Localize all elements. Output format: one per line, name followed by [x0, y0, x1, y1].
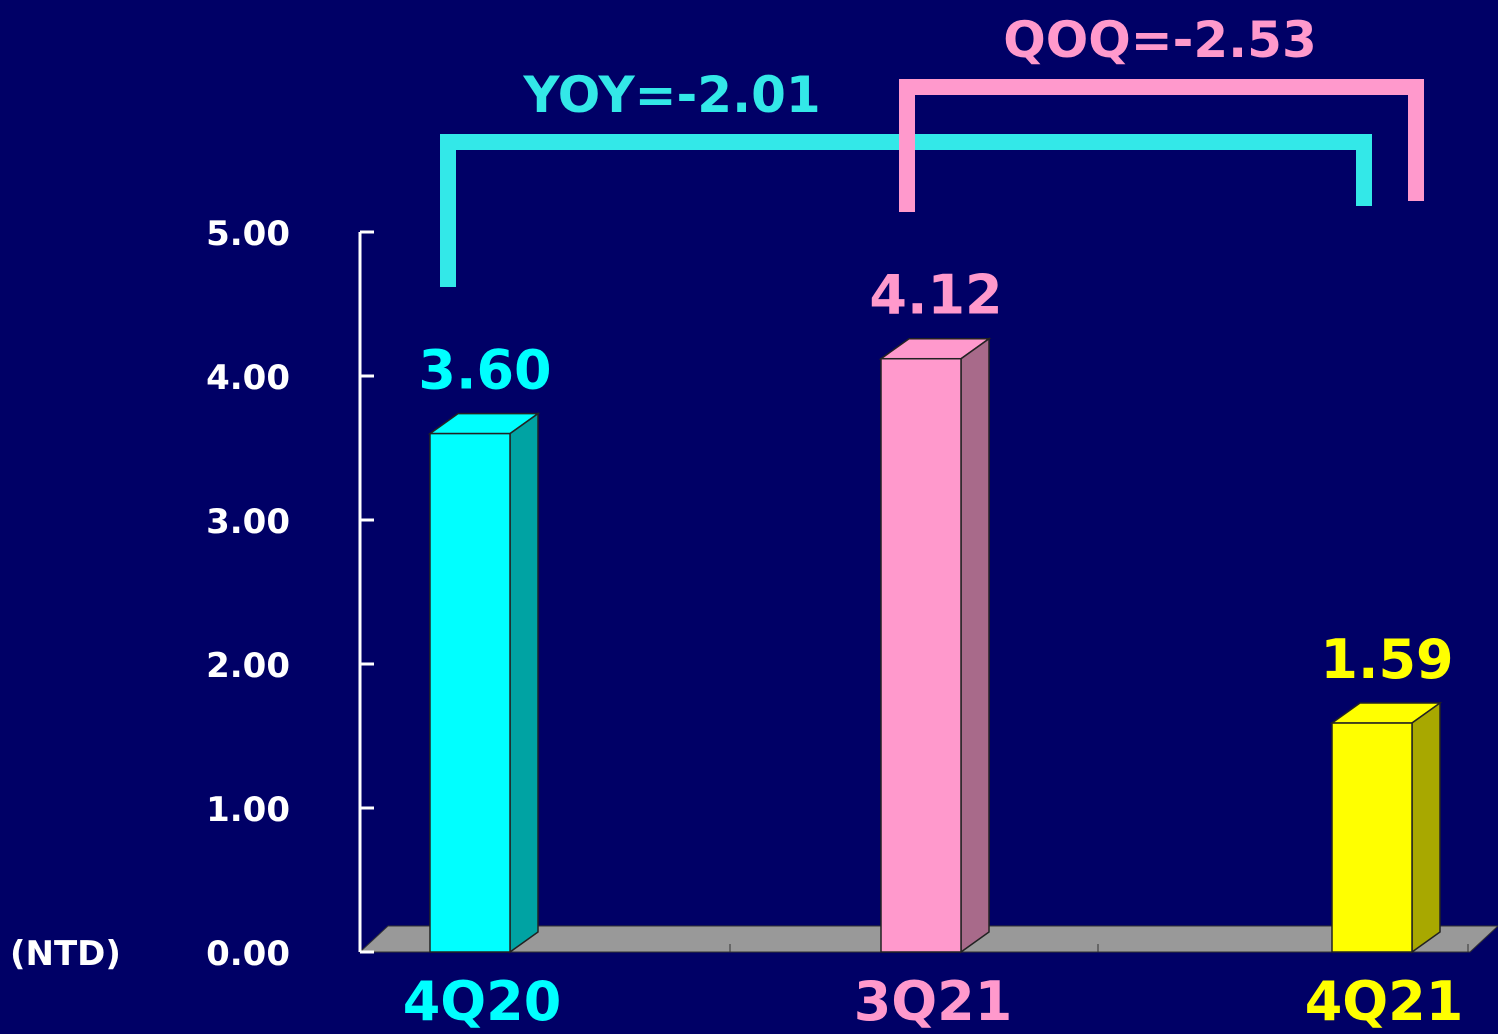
- bar: [880, 357, 962, 953]
- comparison-label: QOQ=-2.53: [1003, 11, 1317, 69]
- bar-side: [509, 412, 539, 954]
- x-category-label: 3Q21: [854, 970, 1013, 1033]
- y-tick-label: 0.00: [206, 934, 290, 974]
- y-axis: 0.00 1.00 2.00 3.00 4.00 5.00 (NTD): [10, 214, 374, 974]
- x-category-label: 4Q21: [1305, 970, 1464, 1033]
- bar-value-label: 4.12: [869, 264, 1002, 327]
- bar-side: [960, 337, 990, 954]
- bars: [427, 337, 1443, 954]
- bar: [1331, 722, 1413, 953]
- bar-side: [1411, 701, 1441, 954]
- y-tick-label: 3.00: [206, 502, 290, 542]
- chart-labels: 3.60 4Q20 4.12 3Q21 1.59 4Q21 YOY=-2.01 QOQ=-2.…: [403, 11, 1464, 1033]
- bar-value-label: 1.59: [1320, 628, 1453, 691]
- comparison-bracket: [899, 79, 1424, 212]
- comparison-label: YOY=-2.01: [522, 66, 820, 124]
- y-tick-label: 1.00: [206, 790, 290, 830]
- comparison-brackets: [440, 79, 1424, 287]
- x-category-label: 4Q20: [403, 970, 562, 1033]
- y-tick-label: 2.00: [206, 646, 290, 686]
- bar-value-label: 3.60: [418, 339, 551, 402]
- y-tick-label: 5.00: [206, 214, 290, 254]
- bar: [429, 432, 511, 953]
- y-axis-unit-label: (NTD): [10, 934, 121, 974]
- y-tick-label: 4.00: [206, 358, 290, 398]
